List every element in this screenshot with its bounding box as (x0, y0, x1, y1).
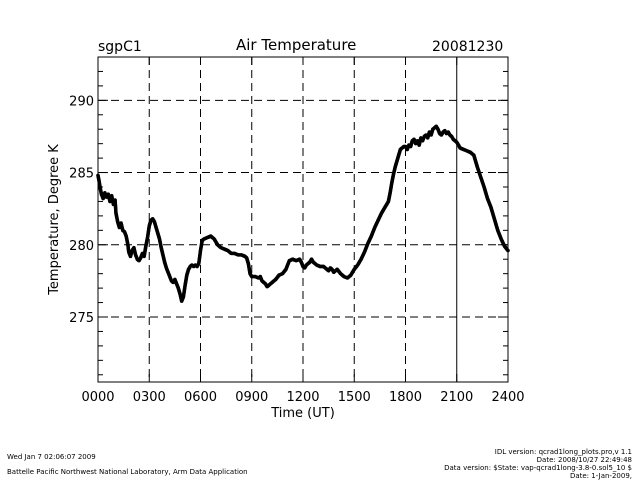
footer-data-date: Date: 1-Jan-2009, (569, 472, 632, 480)
footer-data-version: Data version: $State: vap-qcrad1long-3.8… (444, 464, 632, 472)
data-points (96, 124, 510, 303)
footer-timestamp: Wed Jan 7 02:06:07 2009 (7, 453, 96, 461)
x-tick-label: 2100 (440, 390, 473, 405)
y-tick-label: 275 (69, 311, 94, 326)
x-tick-label: 0000 (81, 390, 114, 405)
axis-labels: 275 280 285 290 0000 0300 0600 0900 1200 1500 1800… (47, 94, 525, 421)
x-tick-label: 0900 (235, 390, 268, 405)
date-label: 20081230 (432, 39, 504, 55)
footer-lab: Battelle Pacific Northwest National Labo… (7, 468, 248, 476)
y-tick-label: 280 (69, 239, 94, 254)
x-tick-label: 1800 (389, 390, 422, 405)
plot-frame (97, 56, 509, 383)
x-tick-label: 1500 (338, 390, 371, 405)
chart-title: Air Temperature (236, 36, 357, 54)
x-axis-title: Time (UT) (270, 406, 335, 421)
y-axis-title: Temperature, Degree K (47, 144, 62, 296)
footer-idl-version: IDL version: qcrad1long_plots.pro,v 1.1 (494, 448, 632, 456)
x-tick-label: 0300 (133, 390, 166, 405)
axis-ticks (97, 56, 509, 382)
grid-lines (98, 57, 508, 382)
x-tick-label: 1200 (286, 390, 319, 405)
x-tick-label: 2400 (491, 390, 524, 405)
y-tick-label: 290 (69, 94, 94, 109)
x-tick-label: 0600 (184, 390, 217, 405)
site-label: sgpC1 (98, 39, 142, 55)
footer-idl-date: Date: 2008/10/27 22:49:48 (536, 456, 632, 464)
y-tick-label: 285 (69, 167, 94, 182)
